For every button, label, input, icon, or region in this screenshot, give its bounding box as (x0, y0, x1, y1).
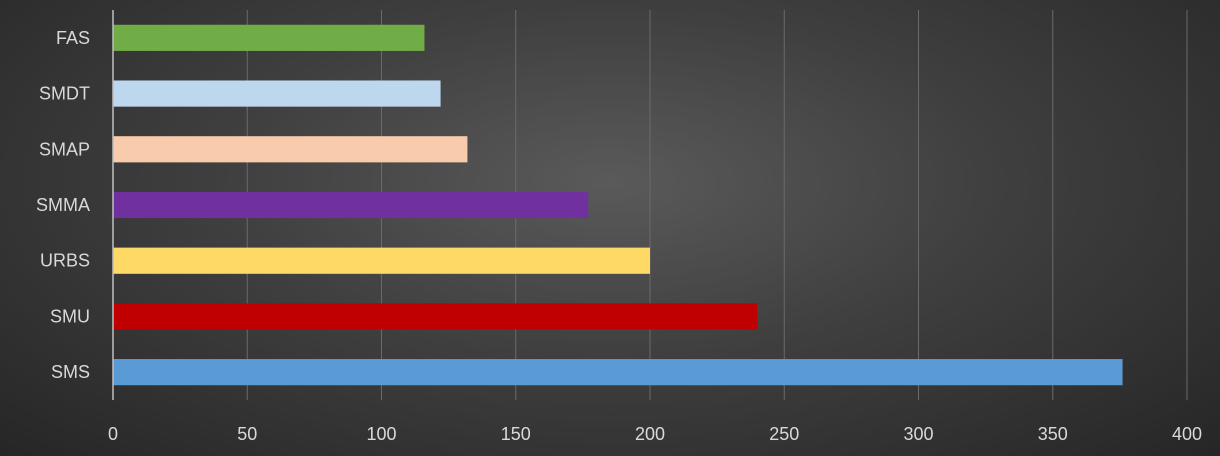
category-label: SMS (51, 362, 90, 382)
bar-smma (113, 191, 589, 219)
category-label: SMMA (36, 195, 90, 215)
bar-urbs (113, 247, 650, 274)
category-label: URBS (40, 251, 90, 271)
labels: 0 50 100 150 200 250 300 350 400 SMS SMU URBS SMMA SM… (36, 28, 1202, 444)
bar-sms (113, 359, 1123, 386)
x-tick-label: 350 (1038, 424, 1068, 444)
bars (113, 24, 1123, 386)
category-label: SMAP (39, 139, 90, 159)
x-tick-label: 250 (769, 424, 799, 444)
bar-fas (113, 24, 425, 51)
category-label: SMDT (39, 84, 90, 104)
bar-smdt (113, 80, 441, 107)
x-tick-label: 50 (237, 424, 257, 444)
category-label: SMU (50, 306, 90, 326)
x-tick-label: 0 (108, 424, 118, 444)
x-tick-label: 300 (903, 424, 933, 444)
bar-smap (113, 136, 468, 163)
bar-smu (113, 303, 758, 330)
x-tick-label: 400 (1172, 424, 1202, 444)
x-tick-label: 200 (635, 424, 665, 444)
category-label: FAS (56, 28, 90, 48)
x-tick-label: 100 (366, 424, 396, 444)
x-tick-label: 150 (501, 424, 531, 444)
